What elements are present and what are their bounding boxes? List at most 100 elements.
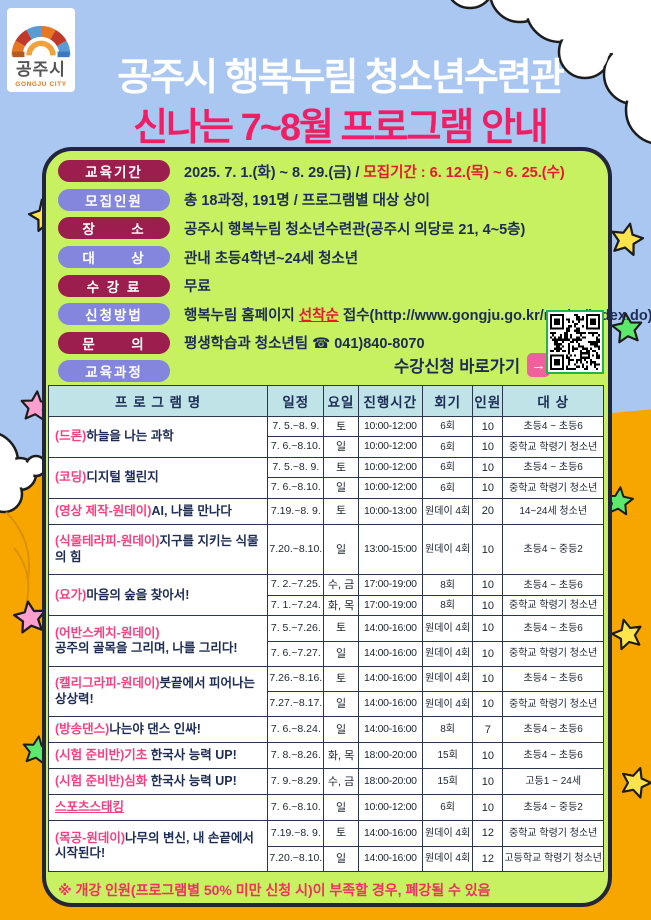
- program-name-cell: (식물테라피-원데이)지구를 지키는 식물의 힘: [47, 523, 269, 576]
- logo-korean-name: 공주시: [16, 60, 66, 79]
- program-name-prefix: (드론): [55, 429, 87, 444]
- cell-day: 토: [323, 456, 359, 479]
- program-name-cell: (시험 준비반)기초 한국사 능력 UP!: [47, 742, 269, 770]
- cell-time: 14:00-16:00: [357, 691, 423, 718]
- cell-time: 17:00-19:00: [357, 594, 423, 617]
- program-name-cell: (시험 준비반)심화 한국사 능력 UP!: [47, 768, 269, 796]
- cell-date: 7. 6.~8.10.: [267, 477, 325, 499]
- program-name-cell: (방송댄스)나는야 댄스 인싸!: [47, 716, 269, 744]
- cell-time: 14:00-16:00: [357, 820, 423, 847]
- cell-day: 일: [323, 640, 359, 667]
- cell-count: 6회: [421, 415, 474, 438]
- program-name-cell: (요가)마음의 숲을 찾아서!: [47, 574, 269, 617]
- cell-count: 15회: [421, 768, 474, 796]
- cell-cap: 10: [472, 456, 504, 479]
- cell-target: 초등4 ~ 초등6: [502, 456, 604, 479]
- signup-arrow-button[interactable]: →: [527, 353, 550, 377]
- info-value-segment: 무료: [184, 279, 211, 296]
- cell-cap: 10: [472, 415, 504, 438]
- info-label-pill: 대 상: [58, 246, 170, 269]
- cell-count: 원데이 4회: [421, 615, 474, 642]
- table-row: (요가)마음의 숲을 찾아서! 7. 2.~7.25. 수, 금 17:00-19:0…: [47, 574, 604, 617]
- cell-day: 일: [323, 845, 359, 873]
- cell-day: 일: [323, 523, 359, 576]
- info-row-3: 대 상 관내 초등4학년~24세 청소년: [58, 243, 603, 272]
- program-name-cell: (코딩)디지털 챌린지: [47, 456, 269, 499]
- cell-time: 14:00-16:00: [357, 665, 423, 693]
- cell-day: 수, 금: [323, 768, 359, 796]
- cell-count: 원데이 4회: [421, 665, 474, 693]
- cell-date: 7. 5.~7.26.: [267, 615, 325, 642]
- qr-code[interactable]: [546, 310, 604, 374]
- cell-cap: 10: [472, 594, 504, 617]
- column-header: 진행시간: [357, 385, 423, 417]
- column-header: 일정: [267, 385, 325, 417]
- program-name-prefix: (시험 준비반)심화: [55, 774, 148, 789]
- cell-target: 14~24세 청소년: [502, 497, 604, 525]
- logo-english-name: GONGJU CITY: [15, 81, 67, 88]
- cell-date: 7.19.~8. 9.: [267, 820, 325, 847]
- info-label-pill: 장 소: [58, 217, 170, 240]
- cell-count: 원데이 4회: [421, 691, 474, 718]
- cell-day: 일: [323, 436, 359, 458]
- program-name-prefix: (캘리그라피-원데이): [55, 675, 160, 690]
- cell-date: 7. 1.~7.24.: [267, 594, 325, 617]
- cell-day: 토: [323, 497, 359, 525]
- cell-count: 원데이 4회: [421, 820, 474, 847]
- column-header: 프 로 그 램 명: [47, 385, 269, 417]
- table-row: (어반스케치-원데이) 공주의 골목을 그리며, 나를 그리다! 7. 5.~7.2…: [47, 615, 604, 667]
- cell-date: 7. 6.~8.10.: [267, 794, 325, 822]
- program-name-title: AI, 나를 만나다: [151, 503, 232, 518]
- cell-target: 중학교 학령기 청소년: [502, 640, 604, 667]
- cell-target: 중학교 학령기 청소년: [502, 594, 604, 617]
- info-value-segment: 접수(http://www.gongju.go.kr/nurim/index.d…: [338, 307, 651, 324]
- program-name-prefix: (시험 준비반)기초: [55, 748, 148, 763]
- info-value-segment: 총 18과정, 191명 / 프로그램별 대상 상이: [184, 193, 430, 210]
- info-value: 총 18과정, 191명 / 프로그램별 대상 상이: [184, 189, 430, 210]
- program-name-title: 지구를 지키는 식물의 힘: [55, 534, 259, 564]
- cell-day: 일: [323, 477, 359, 499]
- cell-time: 10:00-13:00: [357, 497, 423, 525]
- cell-date: 7. 2.~7.25.: [267, 574, 325, 596]
- info-row-6: 문 의 평생학습과 청소년팀 ☎ 041)840-8070: [58, 329, 603, 358]
- cell-time: 10:00-12:00: [357, 415, 423, 438]
- table-row: 7. 1.~7.24. 화, 목 17:00-19:00 8회 10 중학교 학령기 청소…: [49, 594, 604, 617]
- info-value-segment: 행복누림 홈페이지: [184, 307, 299, 324]
- cell-time: 10:00-12:00: [357, 456, 423, 479]
- cell-target: 중학교 학령기 청소년: [502, 820, 604, 847]
- info-row-2: 장 소 공주시 행복누림 청소년수련관(공주시 의당로 21, 4~5층): [58, 214, 603, 243]
- cell-target: 초등4 ~ 중등2: [502, 794, 604, 822]
- info-label-pill: 수 강 료: [58, 274, 170, 297]
- program-name-title: 나는야 댄스 인싸!: [109, 722, 201, 737]
- info-label-pill: 신청방법: [58, 303, 170, 326]
- cell-target: 고등1 ~ 24세: [502, 768, 604, 796]
- table-header-row: 프 로 그 램 명 일정 요일 진행시간 회기 인원 대 상: [47, 385, 604, 417]
- table-row: (시험 준비반)기초 한국사 능력 UP! 7. 8.~8.26. 화, 목 18:0…: [47, 742, 604, 770]
- cell-target: 초등4 ~ 초등6: [502, 665, 604, 693]
- cell-target: 초등4 ~ 중등2: [502, 523, 604, 576]
- program-name-prefix: (목공-원데이): [55, 830, 125, 845]
- table-row: (목공-원데이)나무의 변신, 내 손끝에서 시작된다! 7.19.~8. 9. 토…: [47, 820, 604, 872]
- program-name-prefix: (요가): [55, 587, 87, 602]
- cell-cap: 10: [472, 436, 504, 458]
- info-value-segment: 평생학습과 청소년팀 ☎ 041)840-8070: [184, 336, 425, 353]
- cell-cap: 10: [472, 768, 504, 796]
- cell-date: 7.19.~8. 9.: [267, 497, 325, 525]
- table-row: (식물테라피-원데이)지구를 지키는 식물의 힘 7.20.~8.10. 일 13:0…: [47, 523, 604, 576]
- cell-target: 초등4 ~ 초등6: [502, 615, 604, 642]
- info-value-segment: 관내 초등4학년~24세 청소년: [184, 250, 359, 267]
- info-rows: 교육기간 2025. 7. 1.(화) ~ 8. 29.(금) / 모집기간 : …: [58, 157, 651, 386]
- qr-code-image: [550, 314, 600, 370]
- cell-time: 18:00-20:00: [357, 768, 423, 796]
- table-row: 7. 6.~8.10. 일 10:00-12:00 6회 10 중학교 학령기 청소년: [49, 477, 604, 499]
- cell-date: 7.20.~8.10.: [267, 845, 325, 873]
- program-name-prefix: 스포츠스태킹: [55, 800, 125, 815]
- cell-date: 7.26.~8.16.: [267, 665, 325, 693]
- program-name-title: 붓끝에서 피어나는 상상력!: [55, 675, 255, 706]
- program-name-prefix: (어반스케치-원데이): [55, 625, 160, 640]
- table-row: 스포츠스태킹 7. 6.~8.10. 일 10:00-12:00 6회 10 초등4 ~ 중…: [47, 794, 604, 822]
- cell-day: 토: [323, 415, 359, 438]
- program-name-prefix: (영상 제작-원데이): [55, 503, 152, 518]
- cell-target: 초등4 ~ 초등6: [502, 574, 604, 596]
- cell-count: 원데이 4회: [421, 640, 474, 667]
